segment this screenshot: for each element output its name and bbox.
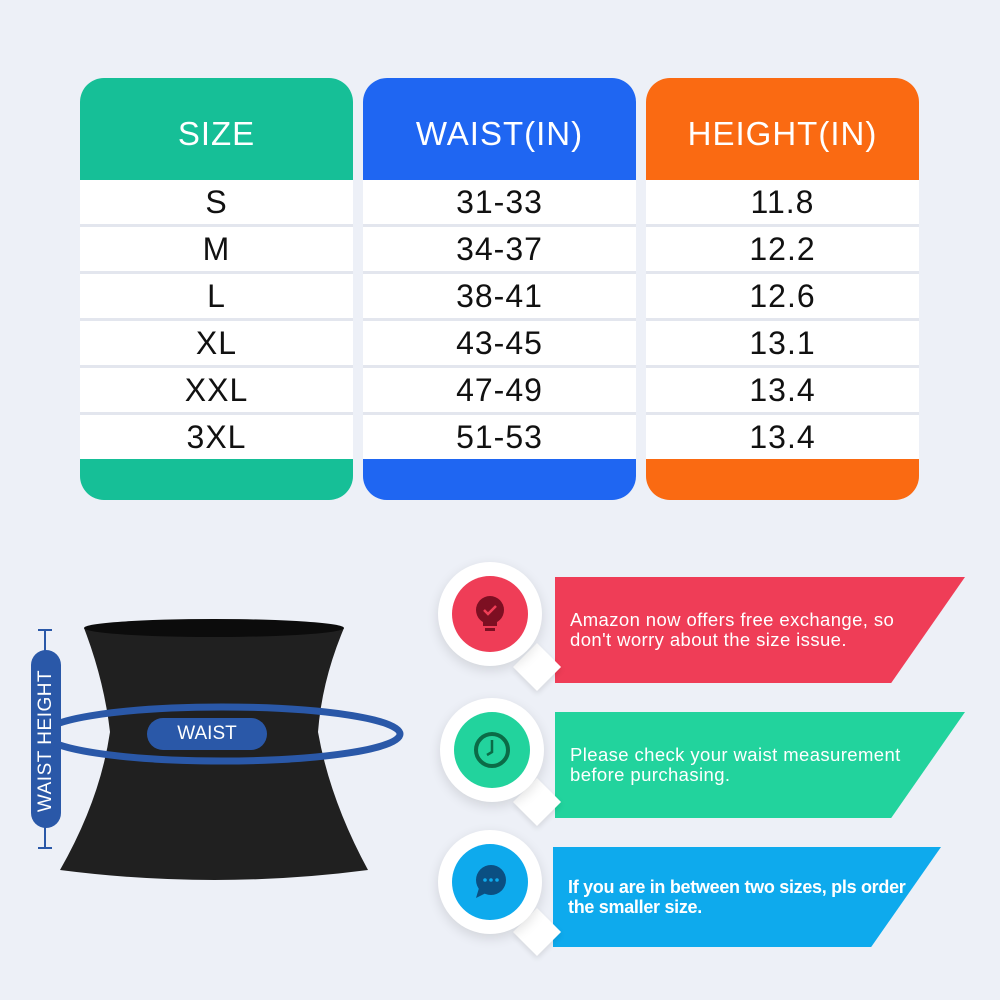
tip-banner-between-sizes: If you are in between two sizes, pls ord…	[553, 847, 941, 947]
tip-icon-badge	[438, 830, 542, 934]
tip-text: Please check your waist measurement befo…	[570, 744, 901, 785]
cell: 12.6	[646, 274, 919, 318]
cell: 13.1	[646, 321, 919, 365]
cell: 13.4	[646, 368, 919, 412]
size-column: SIZE S M L XL XXL 3XL	[80, 78, 353, 500]
tip-icon-badge	[438, 562, 542, 666]
column-header: WAIST(IN)	[415, 115, 584, 152]
column-header: HEIGHT(IN)	[687, 115, 878, 152]
cell: S	[80, 180, 353, 224]
cell: 43-45	[363, 321, 636, 365]
tip-text: Amazon now offers free exchange, so don'…	[570, 609, 895, 650]
waist-label: WAIST	[177, 723, 237, 744]
tip-banner-measure: Please check your waist measurement befo…	[555, 712, 965, 818]
waist-ring	[40, 703, 404, 765]
chat-bubble-icon	[476, 865, 506, 898]
cell: 38-41	[363, 274, 636, 318]
waist-column: WAIST(IN) 31-33 34-37 38-41 43-45 47-49 …	[363, 78, 636, 500]
tip-banner-exchange: Amazon now offers free exchange, so don'…	[555, 577, 965, 683]
cell: L	[80, 274, 353, 318]
cell: M	[80, 227, 353, 271]
waist-trainer-image	[60, 621, 368, 880]
cell: 12.2	[646, 227, 919, 271]
column-header: SIZE	[177, 115, 256, 152]
cell: 11.8	[646, 180, 919, 224]
tip-text: If you are in between two sizes, pls ord…	[568, 877, 906, 917]
waist-height-label: WAIST HEIGHT	[35, 669, 56, 813]
cell: XL	[80, 321, 353, 365]
cell: 31-33	[363, 180, 636, 224]
cell: 34-37	[363, 227, 636, 271]
cell: 3XL	[80, 415, 353, 459]
cell: XXL	[80, 368, 353, 412]
cell: 13.4	[646, 415, 919, 459]
tip-icon-badge	[440, 698, 544, 802]
cell: 47-49	[363, 368, 636, 412]
waist-trainer-diagram	[31, 619, 404, 880]
cell: 51-53	[363, 415, 636, 459]
clock-icon	[474, 732, 510, 768]
lightbulb-check-icon	[476, 596, 504, 631]
height-column: HEIGHT(IN) 11.8 12.2 12.6 13.1 13.4 13.4	[646, 78, 919, 500]
